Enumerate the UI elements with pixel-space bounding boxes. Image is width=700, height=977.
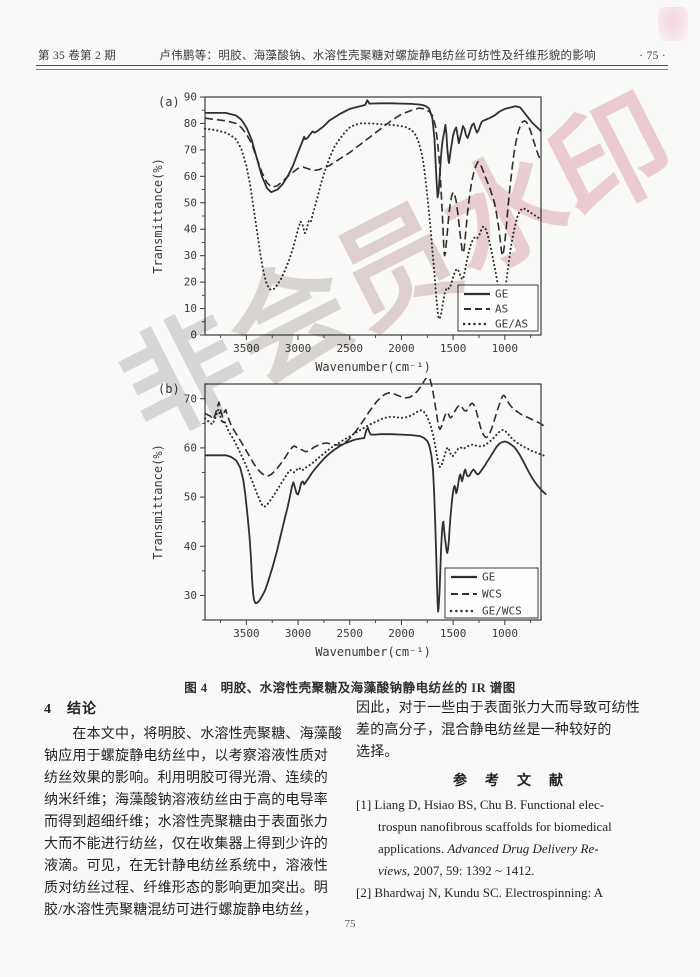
watermark-stamp-icon [658, 7, 688, 41]
reference-line: views, 2007, 59: 1392 ~ 1412. [378, 863, 535, 878]
svg-text:10: 10 [184, 302, 197, 315]
header-page-marker: · 75 · [639, 50, 666, 62]
svg-text:80: 80 [184, 117, 197, 130]
svg-text:GE/WCS: GE/WCS [482, 605, 522, 618]
text-line: 胶/水溶性壳聚糖混纺可进行螺旋静电纺丝， [44, 903, 318, 918]
svg-text:2000: 2000 [388, 627, 415, 640]
text-line: 因此，对于一些由于表面张力大而导致可纺性 [356, 701, 640, 716]
svg-text:50: 50 [184, 196, 197, 209]
page-number: 75 [344, 918, 356, 930]
conclusion-text-continued: 因此，对于一些由于表面张力大而导致可纺性 差的高分子，混合静电纺丝是一种较好的 选择… [356, 698, 662, 764]
svg-text:Transmittance(%): Transmittance(%) [151, 444, 165, 560]
svg-text:70: 70 [184, 392, 197, 405]
reference-line: applications. Advanced Drug Delivery Re- [378, 841, 599, 856]
text-line: 钠应用于螺旋静电纺丝中，以考察溶液性质对 [44, 749, 328, 764]
svg-text:Transmittance(%): Transmittance(%) [151, 158, 165, 274]
header-running-title: 卢伟鹏等：明胶、海藻酸钠、水溶性壳聚糖对螺旋静电纺丝可纺性及纤维形貌的影响 [159, 50, 596, 62]
ir-spectra-chart-a: 3500 3000 2500 2000 1500 1000 0 10 20 30 40 50 60 70 8… [151, 91, 542, 374]
svg-text:1000: 1000 [492, 627, 519, 640]
references-heading: 参 考 文 献 [453, 774, 565, 789]
svg-text:(b): (b) [158, 382, 180, 396]
svg-text:1500: 1500 [440, 342, 467, 355]
legend: GE WCS GE/WCS [444, 567, 539, 619]
text-line: 差的高分子，混合静电纺丝是一种较好的 [356, 723, 612, 738]
svg-text:30: 30 [184, 249, 197, 262]
text-line: 纳米纤维；海藻酸钠溶液纺丝由于高的电导率 [44, 793, 328, 808]
conclusion-column-right: 因此，对于一些由于表面张力大而导致可纺性 差的高分子，混合静电纺丝是一种较好的 选择… [356, 698, 662, 904]
ir-spectra-chart-b: 3500 3000 2500 2000 1500 1000 30 40 50 60 70 Wavenu… [151, 378, 548, 659]
svg-text:WCS: WCS [482, 588, 502, 601]
svg-text:0: 0 [190, 329, 197, 342]
reference-line: [2] Bhardwaj N, Kundu SC. Electrospinnin… [356, 885, 603, 900]
svg-text:AS: AS [495, 303, 508, 316]
svg-text:40: 40 [184, 223, 197, 236]
conclusion-heading: 4 结论 [44, 702, 97, 717]
svg-text:Wavenumber(cm⁻¹): Wavenumber(cm⁻¹) [315, 645, 431, 659]
conclusion-column-left: 4 结论 在本文中，将明胶、水溶性壳聚糖、海藻酸 钠应用于螺旋静电纺丝中，以考察溶… [44, 698, 344, 922]
svg-text:30: 30 [184, 589, 197, 602]
reference-line: trospun nanofibrous scaffolds for biomed… [378, 819, 612, 834]
header-issue: 第 35 卷第 2 期 [38, 50, 117, 62]
svg-text:GE: GE [482, 571, 495, 584]
svg-text:GE: GE [495, 288, 508, 301]
svg-text:3500: 3500 [233, 342, 259, 355]
svg-text:3000: 3000 [285, 342, 312, 355]
text-line: 选择。 [356, 745, 399, 760]
svg-text:60: 60 [184, 170, 197, 183]
conclusion-text: 在本文中，将明胶、水溶性壳聚糖、海藻酸 钠应用于螺旋静电纺丝中，以考察溶液性质对纺… [44, 724, 344, 922]
svg-text:40: 40 [184, 540, 197, 553]
figure-caption: 图 4 明胶、水溶性壳聚糖及海藻酸钠静电纺丝的 IR 谱图 [184, 680, 516, 695]
header-rule [36, 65, 668, 70]
references-list: [1] Liang D, Hsiao BS, Chu B. Functional… [356, 794, 662, 904]
svg-text:Wavenumber(cm⁻¹): Wavenumber(cm⁻¹) [315, 360, 431, 374]
text-line: 质对纺丝过程、纤维形态的影响更加突出。明 [44, 881, 328, 896]
page-header: 第 35 卷第 2 期 卢伟鹏等：明胶、海藻酸钠、水溶性壳聚糖对螺旋静电纺丝可纺… [38, 47, 666, 63]
svg-text:3000: 3000 [285, 627, 312, 640]
svg-text:50: 50 [184, 491, 197, 504]
svg-text:60: 60 [184, 441, 197, 454]
svg-text:2500: 2500 [336, 342, 363, 355]
svg-text:90: 90 [184, 91, 197, 104]
legend: GE AS GE/AS [457, 284, 539, 332]
svg-text:70: 70 [184, 143, 197, 156]
text-line: 大而不能进行纺丝，仅在收集器上得到少许的 [44, 837, 328, 852]
text-line: 而得到超细纤维；水溶性壳聚糖由于表面张力 [44, 815, 328, 830]
svg-text:GE/AS: GE/AS [495, 318, 528, 331]
text-line: 在本文中，将明胶、水溶性壳聚糖、海藻酸 [44, 727, 343, 742]
svg-text:1500: 1500 [440, 627, 467, 640]
text-line: 纺丝效果的影响。利用明胶可得光滑、连续的 [44, 771, 328, 786]
svg-text:2000: 2000 [388, 342, 415, 355]
svg-text:20: 20 [184, 276, 197, 289]
text-line: 液滴。可见，在无针静电纺丝系统中，溶液性 [44, 859, 328, 874]
reference-line: [1] Liang D, Hsiao BS, Chu B. Functional… [356, 797, 605, 812]
svg-text:(a): (a) [158, 95, 180, 109]
svg-text:3500: 3500 [233, 627, 259, 640]
svg-text:2500: 2500 [336, 627, 363, 640]
svg-text:1000: 1000 [492, 342, 519, 355]
